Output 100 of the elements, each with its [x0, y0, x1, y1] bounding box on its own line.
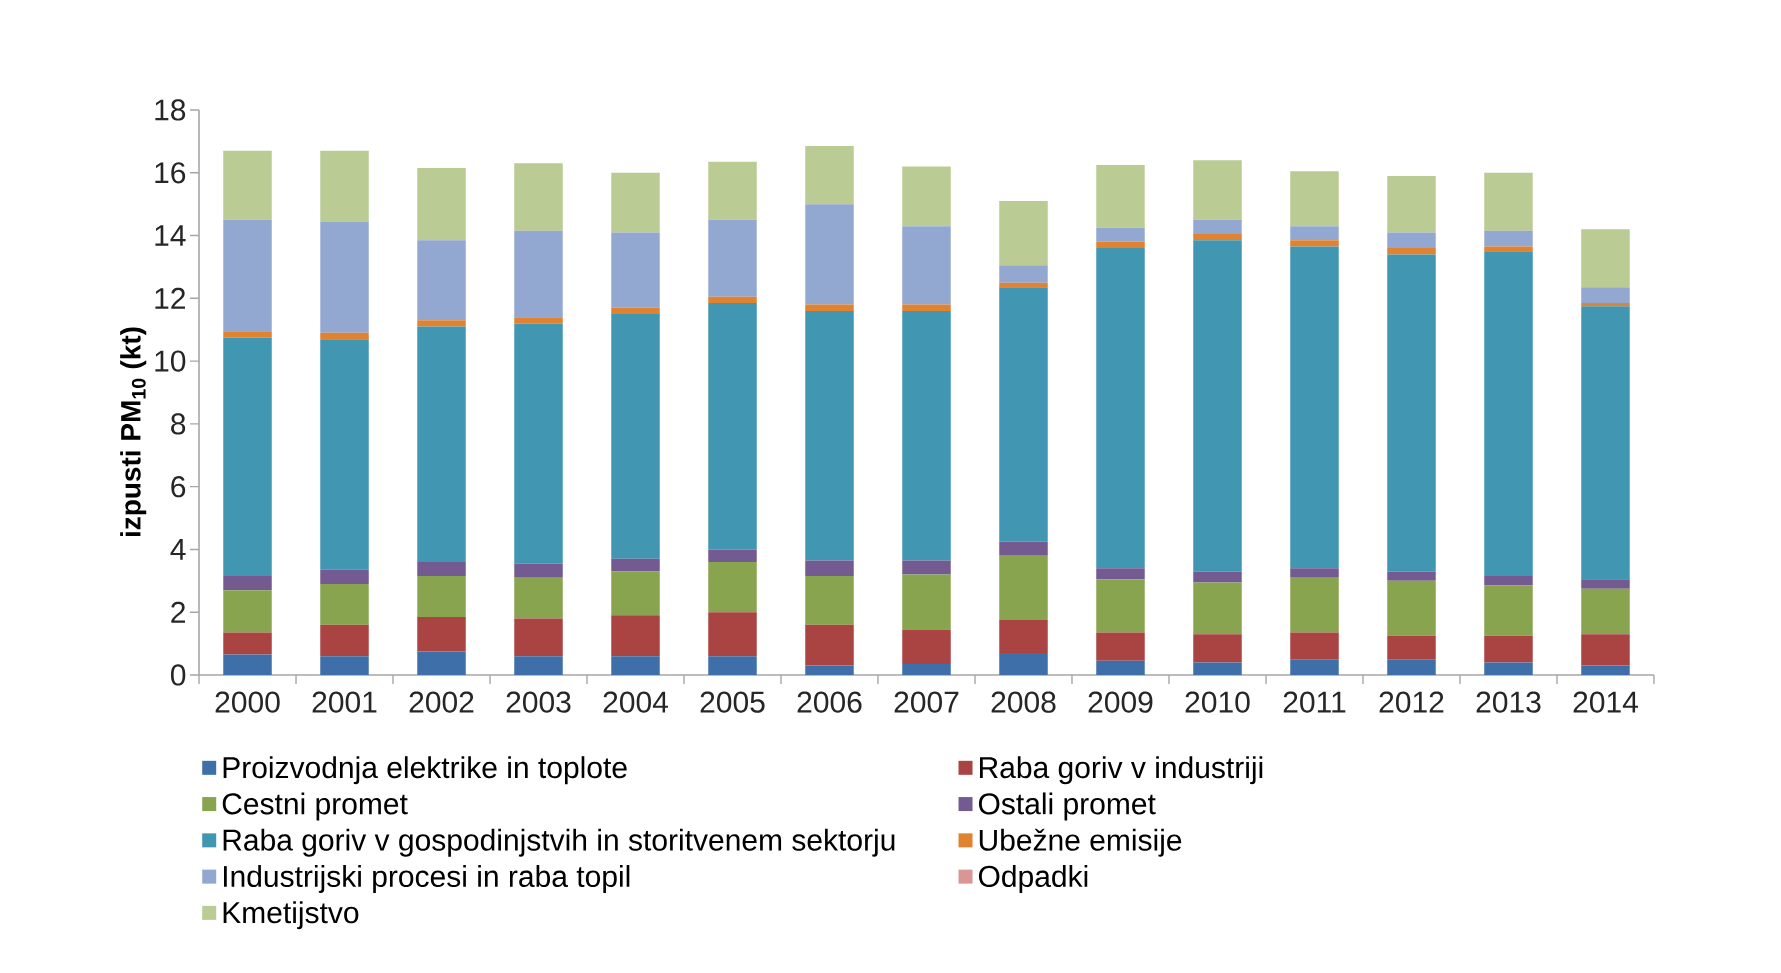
bar: [805, 665, 854, 675]
bar: [1581, 665, 1630, 675]
x-tick-label: 2005: [700, 691, 765, 713]
bar: [1193, 240, 1242, 572]
bar: [223, 576, 272, 591]
y-tick-label: 16: [155, 162, 186, 184]
bar: [417, 168, 466, 241]
y-tick-label: 2: [171, 601, 185, 623]
bar: [805, 146, 854, 205]
bar: [1581, 634, 1630, 666]
x-tick-label: 2008: [991, 691, 1056, 713]
legend-label: Cestni promet: [222, 792, 408, 821]
bar: [223, 219, 272, 332]
bar: [1096, 248, 1145, 569]
x-tick-label: 2009: [1088, 691, 1153, 713]
bar: [1387, 232, 1436, 249]
bar: [1290, 171, 1339, 227]
bar: [514, 618, 563, 657]
bar: [320, 150, 369, 222]
bar: [611, 656, 660, 675]
bar: [1096, 660, 1145, 675]
bar: [320, 332, 369, 340]
bar: [902, 166, 951, 227]
bar: [1581, 287, 1630, 304]
bar: [514, 563, 563, 578]
y-tick-label: 10: [155, 350, 186, 372]
x-tick-label: 2010: [1185, 691, 1250, 713]
bar: [417, 616, 466, 652]
bar: [1387, 248, 1436, 255]
bar: [1484, 230, 1533, 247]
bar: [1096, 568, 1145, 580]
bar: [417, 240, 466, 321]
bar: [708, 561, 757, 613]
bar: [1581, 306, 1630, 580]
bar: [708, 161, 757, 220]
x-tick-label: 2000: [215, 691, 280, 713]
bar: [514, 163, 563, 231]
legend-label: Raba goriv v gospodinjstvih in storitvenem sektorju: [223, 828, 895, 857]
bar: [1290, 568, 1339, 578]
bar: [1096, 227, 1145, 242]
bar: [1290, 577, 1339, 633]
y-tick-label: 0: [170, 664, 186, 686]
bar: [611, 232, 660, 308]
bar: [223, 590, 272, 633]
bar: [902, 629, 951, 664]
bar: [1193, 233, 1242, 241]
bar: [1387, 659, 1436, 675]
bar: [417, 561, 466, 577]
x-tick-label: 2001: [312, 691, 377, 713]
bar: [999, 555, 1048, 621]
bar: [223, 150, 272, 220]
bar: [1096, 164, 1145, 228]
bar: [805, 304, 854, 311]
bar: [1387, 635, 1436, 660]
bar: [1290, 632, 1339, 660]
bar: [902, 226, 951, 305]
bar: [514, 230, 563, 318]
bar: [611, 571, 660, 616]
bar: [1193, 634, 1242, 663]
bar: [999, 541, 1048, 556]
bar: [1387, 254, 1436, 572]
bar: [708, 296, 757, 304]
bar: [514, 317, 563, 324]
bar: [514, 656, 563, 675]
bar: [1290, 240, 1339, 247]
x-tick-label: 2007: [894, 691, 959, 713]
bar: [1290, 226, 1339, 241]
bar: [1096, 241, 1145, 249]
x-tick-label: 2013: [1476, 691, 1541, 713]
bar: [1484, 576, 1533, 586]
bar: [708, 612, 757, 657]
bar: [999, 653, 1048, 675]
x-tick-label: 2014: [1573, 691, 1638, 713]
bar: [1193, 662, 1242, 675]
legend-label: Ostali promet: [978, 792, 1156, 821]
bar: [805, 624, 854, 666]
y-tick-label: 8: [171, 413, 186, 435]
bar: [1484, 251, 1533, 577]
bar: [708, 656, 757, 675]
y-tick-label: 18: [155, 99, 186, 121]
y-tick-label: 4: [170, 539, 186, 560]
bar: [1290, 659, 1339, 675]
bar: [1484, 585, 1533, 636]
bar: [1581, 588, 1630, 635]
legend-label: Proizvodnja elektrike in toplote: [223, 756, 627, 785]
legend-label: Ubežne emisije: [979, 828, 1182, 857]
bar: [902, 574, 951, 630]
bar: [708, 303, 757, 550]
bar: [417, 320, 466, 327]
bar: [320, 221, 369, 333]
y-tick-label: 12: [155, 287, 185, 309]
x-tick-label: 2012: [1379, 691, 1444, 713]
bar: [902, 664, 951, 675]
y-axis-title: izpusti PM$_{10}$ (kt): [120, 327, 147, 537]
bar: [708, 549, 757, 562]
legend-label: Kmetijstvo: [223, 901, 359, 930]
bar: [805, 310, 854, 561]
x-tick-label: 2002: [409, 691, 474, 713]
bar: [1484, 662, 1533, 675]
bar: [1484, 635, 1533, 663]
